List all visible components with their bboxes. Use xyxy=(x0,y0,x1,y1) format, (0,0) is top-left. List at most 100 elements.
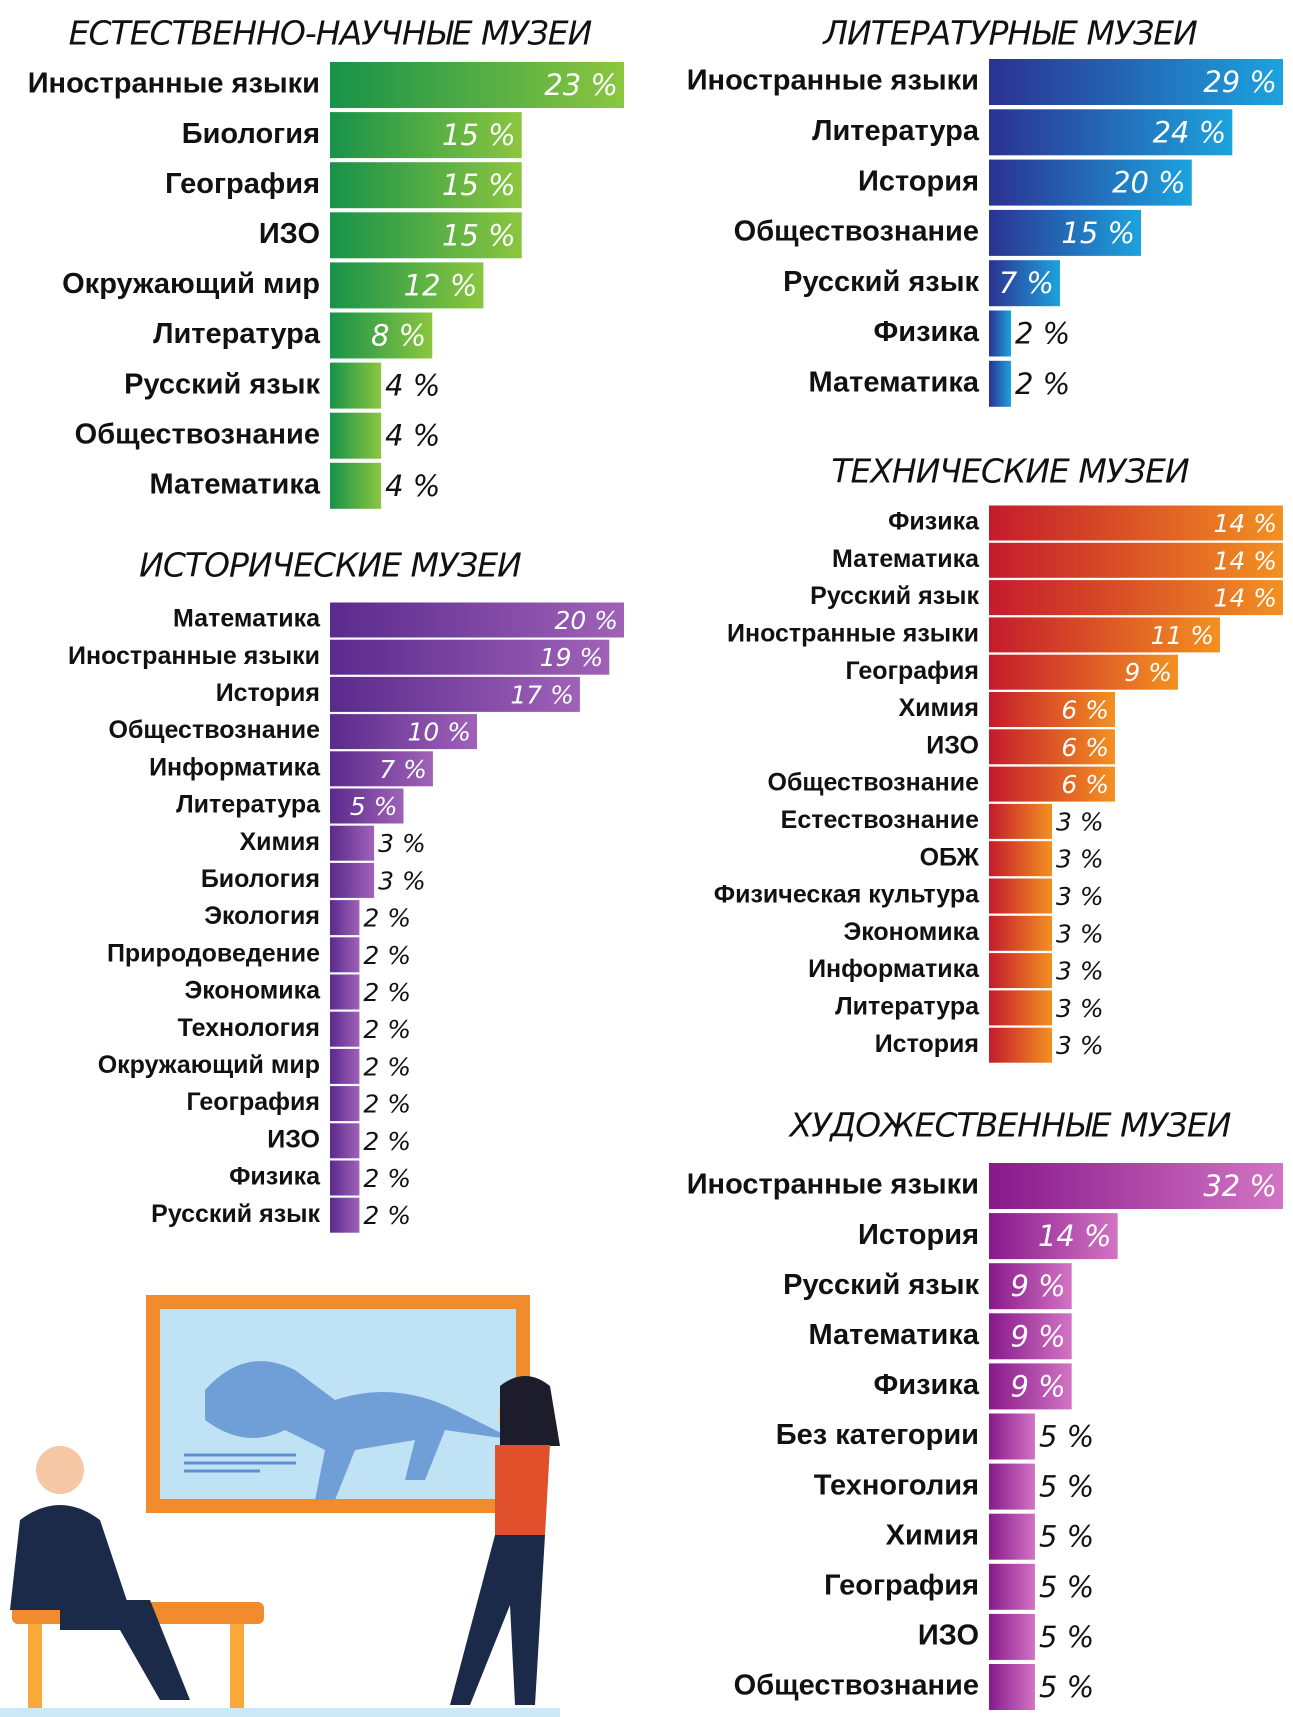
value-label: 15 % xyxy=(442,218,516,252)
value-label: 3 % xyxy=(1056,994,1104,1023)
value-label: 6 % xyxy=(1061,696,1109,725)
category-label: История xyxy=(216,679,320,707)
category-label: Математика xyxy=(173,605,321,633)
value-label: 15 % xyxy=(442,168,516,202)
bar xyxy=(330,1012,359,1047)
value-label: 2 % xyxy=(363,1052,411,1081)
category-label: Физика xyxy=(874,316,980,348)
value-label: 14 % xyxy=(1038,1219,1112,1253)
value-label: 5 % xyxy=(350,792,398,821)
bar xyxy=(330,1086,359,1121)
bench-leg xyxy=(230,1624,244,1717)
category-label: Обществознание xyxy=(734,216,979,248)
bar xyxy=(330,1123,359,1158)
category-label: Природоведение xyxy=(107,939,320,967)
category-label: Русский язык xyxy=(783,266,979,298)
value-label: 2 % xyxy=(1015,367,1070,401)
person-head xyxy=(36,1446,84,1494)
category-label: Литература xyxy=(176,791,321,819)
value-label: 14 % xyxy=(1213,584,1277,613)
category-label: ИЗО xyxy=(259,218,320,250)
category-label: Иностранные языки xyxy=(68,642,320,670)
category-label: География xyxy=(187,1088,321,1116)
value-label: 2 % xyxy=(363,941,411,970)
bar xyxy=(330,937,359,972)
value-label: 5 % xyxy=(1039,1620,1094,1654)
illustration xyxy=(0,1295,560,1717)
chart-title: ХУДОЖЕСТВЕННЫЕ МУЗЕИ xyxy=(788,1106,1231,1145)
value-label: 6 % xyxy=(1061,733,1109,762)
bar xyxy=(989,990,1052,1025)
value-label: 4 % xyxy=(385,419,440,453)
category-label: Русский язык xyxy=(151,1200,320,1228)
category-label: Биология xyxy=(201,865,320,893)
value-label: 11 % xyxy=(1150,621,1214,650)
category-label: ИЗО xyxy=(267,1125,320,1153)
value-label: 4 % xyxy=(385,469,440,503)
category-label: Математика xyxy=(150,468,321,500)
category-label: Естествознание xyxy=(781,806,979,834)
person-legs xyxy=(450,1535,545,1705)
person-hair xyxy=(500,1376,560,1446)
category-label: История xyxy=(875,1030,979,1058)
category-label: Химия xyxy=(240,828,321,856)
bar xyxy=(989,953,1052,988)
category-label: Информатика xyxy=(149,753,321,781)
value-label: 14 % xyxy=(1213,546,1277,575)
category-label: Информатика xyxy=(808,955,980,983)
category-label: История xyxy=(858,1219,979,1251)
bar xyxy=(330,1049,359,1084)
bar xyxy=(989,361,1011,407)
category-label: Экономика xyxy=(184,977,321,1005)
bench-leg xyxy=(28,1624,42,1717)
category-label: География xyxy=(824,1569,979,1601)
value-label: 2 % xyxy=(363,904,411,933)
value-label: 3 % xyxy=(1056,845,1104,874)
value-label: 3 % xyxy=(1056,882,1104,911)
chart-title: ЛИТЕРАТУРНЫЕ МУЗЕИ xyxy=(822,14,1197,53)
category-label: География xyxy=(846,657,980,685)
category-label: Математика xyxy=(809,1319,980,1351)
chart-title: ИСТОРИЧЕСКИЕ МУЗЕИ xyxy=(139,546,521,585)
bar xyxy=(330,900,359,935)
category-label: Обществознание xyxy=(109,716,321,744)
category-label: Иностранные языки xyxy=(687,1169,979,1201)
value-label: 9 % xyxy=(1124,658,1172,687)
category-label: ОБЖ xyxy=(920,843,980,871)
bar xyxy=(989,804,1052,839)
category-label: Окружающий мир xyxy=(62,268,320,300)
value-label: 15 % xyxy=(1061,216,1135,250)
category-label: Русский язык xyxy=(783,1269,979,1301)
category-label: Обществознание xyxy=(75,418,320,450)
value-label: 23 % xyxy=(544,68,618,102)
bar xyxy=(330,1198,359,1233)
value-label: 9 % xyxy=(1010,1269,1065,1303)
category-label: Физика xyxy=(229,1163,321,1191)
value-label: 20 % xyxy=(554,606,618,635)
infographic: ЕСТЕСТВЕННО-НАУЧНЫЕ МУЗЕИИностранные язы… xyxy=(0,0,1293,1717)
category-label: Русский язык xyxy=(810,582,979,610)
category-label: История xyxy=(858,165,979,197)
category-label: Литература xyxy=(835,993,980,1021)
chart-title: ТЕХНИЧЕСКИЕ МУЗЕИ xyxy=(831,452,1189,491)
value-label: 17 % xyxy=(510,680,574,709)
category-label: Обществознание xyxy=(734,1670,979,1702)
category-label: Иностранные языки xyxy=(687,65,979,97)
value-label: 5 % xyxy=(1039,1520,1094,1554)
value-label: 7 % xyxy=(999,266,1054,300)
value-label: 3 % xyxy=(1056,957,1104,986)
value-label: 15 % xyxy=(442,118,516,152)
person-body xyxy=(10,1505,130,1610)
bar xyxy=(989,1414,1035,1460)
value-label: 29 % xyxy=(1203,65,1277,99)
category-label: Экология xyxy=(204,902,320,930)
category-label: Химия xyxy=(899,694,980,722)
value-label: 19 % xyxy=(540,643,604,672)
value-label: 2 % xyxy=(363,1090,411,1119)
value-label: 20 % xyxy=(1112,166,1186,200)
category-label: География xyxy=(165,168,320,200)
category-label: Математика xyxy=(809,366,980,398)
value-label: 2 % xyxy=(363,1201,411,1230)
value-label: 24 % xyxy=(1153,115,1227,149)
value-label: 5 % xyxy=(1039,1420,1094,1454)
